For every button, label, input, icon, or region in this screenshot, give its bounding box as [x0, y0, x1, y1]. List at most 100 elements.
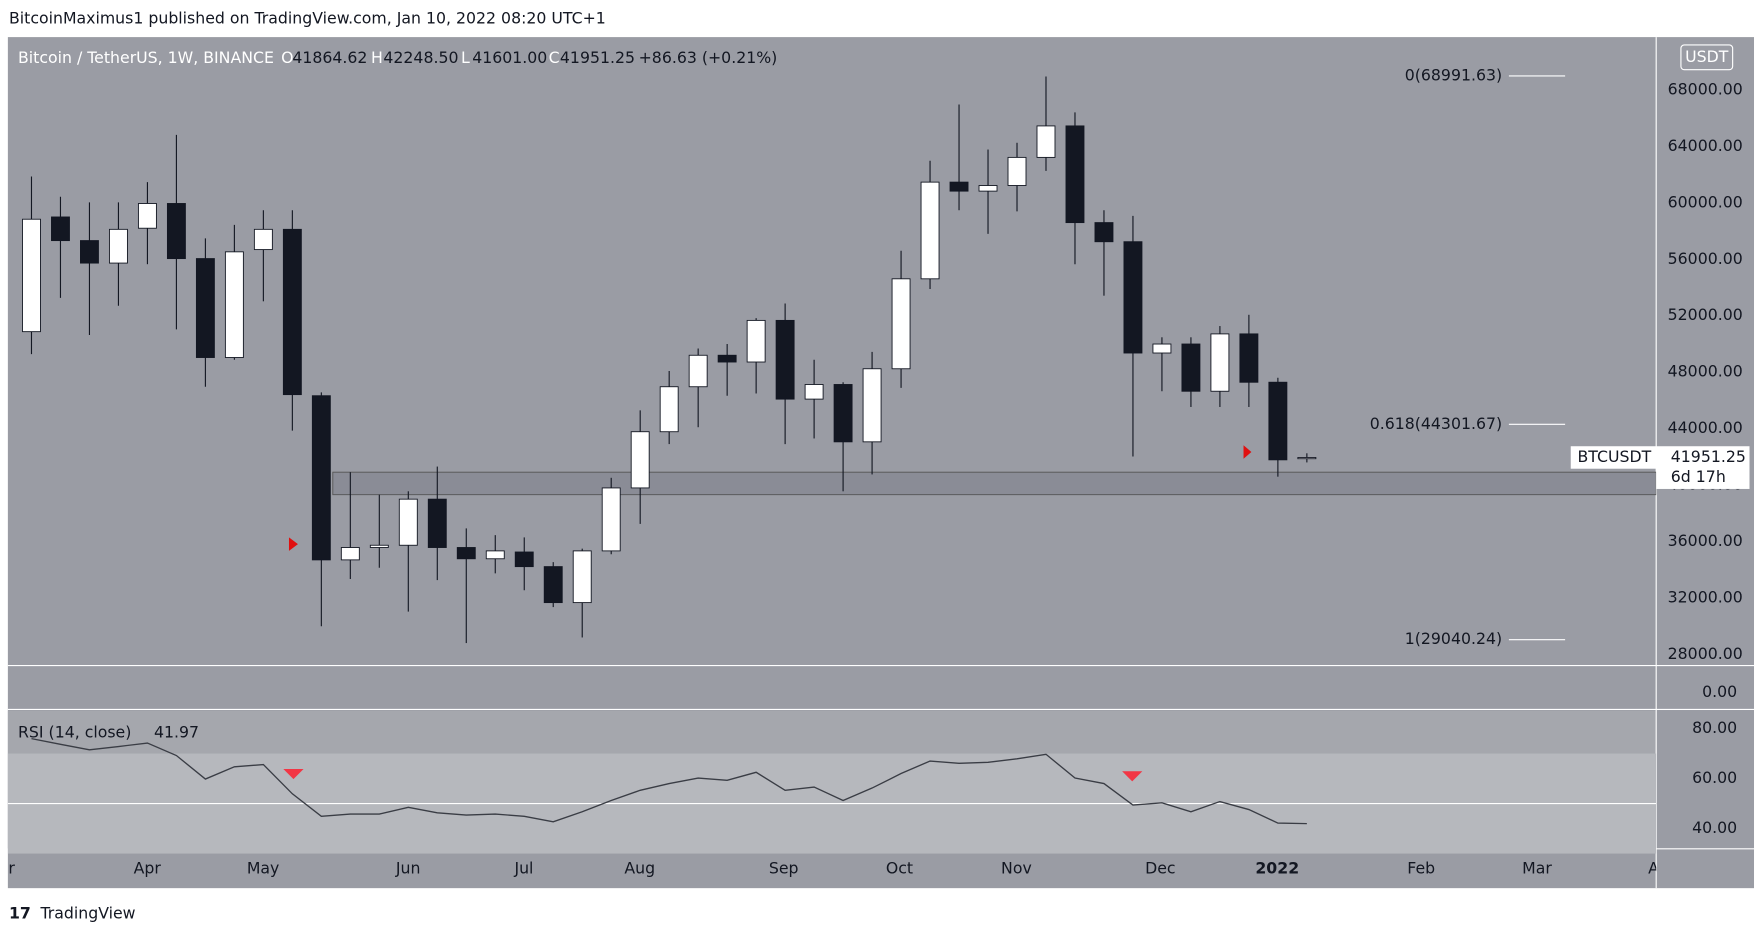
x-tick-label: 2022: [1255, 859, 1299, 878]
countdown: 6d 17h: [1671, 467, 1726, 486]
tag-box: [1570, 446, 1657, 469]
y-tick-label: 28000.00: [1668, 644, 1743, 663]
candle-body: [717, 354, 737, 363]
y-tick-label: 64000.00: [1668, 136, 1743, 155]
x-tick-label: Oct: [886, 859, 913, 878]
x-tick-label: Sep: [769, 859, 799, 878]
candle-body: [1065, 125, 1085, 224]
candle-body: [543, 566, 563, 604]
y-tick-label: 32000.00: [1668, 587, 1743, 606]
x-axis: Mar Apr May Jun Jul Aug Sep Oct Nov Dec 2022 Feb Mar…: [0, 859, 1676, 878]
candle-body: [253, 228, 273, 251]
plot: [7, 76, 1657, 854]
candle-body: [427, 498, 447, 548]
signal-marker: [1243, 445, 1252, 459]
candle-body: [1036, 125, 1056, 158]
ohlc-value: 41951.25: [560, 48, 635, 67]
candle-body: [1181, 343, 1201, 392]
y-tick-label: 52000.00: [1668, 305, 1743, 324]
x-tick-label: Nov: [1001, 859, 1032, 878]
last-price: 41951.25: [1671, 447, 1746, 466]
candle-body: [22, 218, 41, 333]
x-tick-label: Apr: [134, 859, 162, 878]
candle-body: [1297, 457, 1317, 460]
change: +86.63 (+0.21%): [639, 48, 778, 67]
ohlc-key: C: [549, 48, 560, 67]
rsi-tick-label: 40.00: [1692, 818, 1737, 837]
symbol: Bitcoin / TetherUS, 1W, BINANCE: [18, 48, 274, 67]
ohlc-key: L: [461, 48, 470, 67]
y-tick-label: 44000.00: [1668, 418, 1743, 437]
candle-body: [775, 319, 795, 400]
ohlc-value: 41601.00: [472, 48, 547, 67]
candle-body: [398, 498, 418, 546]
candle-body: [688, 354, 708, 388]
x-tick-label: Jul: [513, 859, 533, 878]
ohlc-key: O: [281, 48, 293, 67]
x-tick-label: Feb: [1407, 859, 1435, 878]
candle-body: [166, 203, 186, 260]
candle-body: [282, 228, 302, 396]
candle-body: [862, 368, 882, 443]
publisher: BitcoinMaximus1 published on TradingView…: [9, 9, 606, 28]
candle-body: [572, 550, 592, 604]
fib-label: 0(68991.63): [1405, 65, 1502, 84]
candle-body: [80, 240, 99, 264]
rsi-title: RSI (14, close): [18, 723, 131, 742]
price-box: [1656, 446, 1750, 489]
candle-body: [833, 384, 853, 443]
candle-body: [1268, 381, 1288, 461]
y-tick-label: 56000.00: [1668, 249, 1743, 268]
x-tick-label: Mar: [1522, 859, 1552, 878]
currency-box: [1680, 44, 1734, 71]
x-tick-label: Jun: [395, 859, 421, 878]
candle-body: [224, 251, 244, 358]
y-tick-label: 36000.00: [1668, 531, 1743, 550]
ohlc-value: 42248.50: [383, 48, 458, 67]
y-tick-label: 68000.00: [1668, 79, 1743, 98]
rsi-line: [31, 737, 1307, 825]
candle-body: [514, 551, 534, 568]
candle-body: [1152, 343, 1172, 354]
x-tick-label: May: [247, 859, 280, 878]
x-tick-label: Mar: [0, 859, 15, 878]
candle-body: [485, 550, 505, 560]
x-tick-label: Aug: [624, 859, 655, 878]
candle-body: [195, 258, 215, 358]
candle-body: [746, 319, 766, 363]
x-tick-label: Dec: [1145, 859, 1175, 878]
y-tick-label: 48000.00: [1668, 362, 1743, 381]
rsi-tick-label: 60.00: [1692, 768, 1737, 787]
candle-body: [311, 395, 331, 561]
brand: TradingView: [39, 904, 135, 923]
support-zone: [332, 471, 1657, 496]
currency: USDT: [1685, 47, 1729, 66]
fib-label: 1(29040.24): [1405, 629, 1502, 648]
candle-body: [630, 431, 650, 489]
rsi-tick-label: 80.00: [1692, 718, 1737, 737]
candle-body: [108, 228, 128, 264]
candle-body: [1094, 222, 1114, 243]
candle-body: [1123, 241, 1143, 354]
candle-body: [51, 216, 70, 242]
rsi-marker: [1122, 771, 1143, 782]
fib-label: 0.618(44301.67): [1370, 414, 1502, 433]
x-tick-label: Apr: [1648, 859, 1676, 878]
candle-body: [456, 547, 476, 560]
candle-body: [601, 487, 621, 552]
candle-body: [137, 203, 157, 229]
candle-body: [659, 386, 679, 433]
candle-body: [804, 384, 824, 400]
signal-marker: [288, 537, 298, 551]
candle-body: [369, 544, 389, 548]
candle-body: [978, 185, 998, 192]
candle-body: [949, 181, 969, 192]
candle-body: [1007, 156, 1027, 186]
y-tick-label: 60000.00: [1668, 192, 1743, 211]
candle-body: [920, 181, 940, 280]
ohlc-value: 41864.62: [292, 48, 367, 67]
candle-body: [891, 278, 911, 370]
